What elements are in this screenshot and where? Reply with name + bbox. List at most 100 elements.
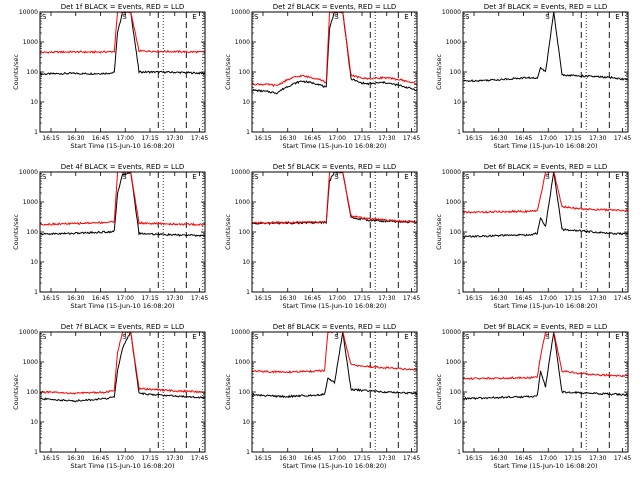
- x-tick-label: 17:45: [403, 295, 420, 302]
- y-tick-label: 10: [30, 419, 38, 426]
- y-tick-label: 10000: [231, 329, 250, 336]
- x-tick-label: 16:45: [515, 455, 532, 462]
- marker-s-left: S: [254, 333, 259, 341]
- y-tick-label: 1: [34, 449, 38, 456]
- y-tick-label: 10: [30, 99, 38, 106]
- y-tick-label: 1000: [446, 199, 461, 206]
- y-tick-label: 10000: [442, 329, 461, 336]
- x-tick-label: 17:15: [353, 295, 370, 302]
- x-tick-label: 16:45: [92, 135, 109, 142]
- y-tick-label: 1000: [235, 199, 250, 206]
- x-tick-label: 17:45: [403, 135, 420, 142]
- y-tick-label: 10: [453, 259, 461, 266]
- marker-e: E: [404, 173, 408, 181]
- y-tick-label: 10000: [19, 329, 38, 336]
- y-tick-label: 100: [27, 69, 39, 76]
- y-axis-label: Counts/sec: [224, 54, 232, 90]
- series-group: [463, 172, 628, 239]
- y-axis-label: Counts/sec: [435, 374, 443, 410]
- panel-7: S S E Det 7f BLACK = Events, RED = LLD 1 10 10…: [12, 323, 208, 470]
- x-tick-label: 17:45: [191, 295, 208, 302]
- x-tick-label: 16:30: [279, 135, 296, 142]
- x-tick-label: 16:30: [490, 135, 507, 142]
- x-tick-label: 16:15: [254, 455, 271, 462]
- x-tick-label: 17:30: [378, 135, 395, 142]
- series-group: [40, 12, 205, 76]
- marker-s: S: [545, 333, 550, 341]
- panel-title: Det 6f BLACK = Events, RED = LLD: [484, 163, 607, 171]
- x-tick-label: 17:30: [166, 135, 183, 142]
- panel-4: S S E Det 4f BLACK = Events, RED = LLD 1 10 10…: [12, 163, 208, 310]
- panel-title: Det 8f BLACK = Events, RED = LLD: [273, 323, 396, 331]
- x-tick-label: 17:45: [614, 295, 631, 302]
- x-tick-label: 16:45: [304, 455, 321, 462]
- marker-s-left: S: [254, 13, 259, 21]
- x-tick-label: 16:45: [304, 295, 321, 302]
- y-tick-label: 1000: [23, 359, 38, 366]
- marker-e: E: [192, 13, 196, 21]
- y-tick-label: 1000: [446, 359, 461, 366]
- x-tick-label: 16:45: [92, 295, 109, 302]
- panel-title: Det 9f BLACK = Events, RED = LLD: [484, 323, 607, 331]
- panel-title: Det 7f BLACK = Events, RED = LLD: [61, 323, 184, 331]
- y-axis-label: Counts/sec: [12, 374, 20, 410]
- x-tick-label: 16:30: [67, 135, 84, 142]
- y-tick-label: 100: [239, 389, 251, 396]
- x-tick-label: 16:15: [42, 295, 59, 302]
- series-line-events: [40, 332, 205, 403]
- series-line-events: [40, 172, 205, 238]
- x-axis-label: Start Time (15-Jun-10 16:08:20): [494, 142, 598, 150]
- y-tick-label: 1000: [446, 39, 461, 46]
- y-tick-label: 1: [457, 129, 461, 136]
- y-tick-label: 100: [27, 389, 39, 396]
- series-group: [463, 12, 628, 83]
- series-line-lld: [463, 332, 628, 380]
- panel-1: S S E Det 1f BLACK = Events, RED = LLD 1 10 10…: [12, 3, 208, 150]
- y-tick-label: 1: [246, 289, 250, 296]
- y-tick-label: 1000: [23, 39, 38, 46]
- series-line-events: [463, 12, 628, 83]
- x-tick-label: 16:30: [67, 455, 84, 462]
- x-tick-label: 16:15: [42, 135, 59, 142]
- x-tick-label: 17:00: [329, 135, 346, 142]
- x-tick-label: 16:15: [465, 455, 482, 462]
- marker-e: E: [615, 13, 619, 21]
- x-tick-label: 17:00: [540, 455, 557, 462]
- marker-s-left: S: [42, 173, 47, 181]
- y-tick-label: 1: [246, 129, 250, 136]
- x-tick-label: 17:30: [589, 455, 606, 462]
- marker-s-left: S: [465, 173, 470, 181]
- marker-e: E: [615, 333, 619, 341]
- x-tick-label: 17:45: [403, 455, 420, 462]
- x-tick-label: 17:45: [191, 455, 208, 462]
- x-tick-label: 17:30: [378, 295, 395, 302]
- x-axis-label: Start Time (15-Jun-10 16:08:20): [494, 462, 598, 470]
- x-tick-label: 17:15: [141, 135, 158, 142]
- series-line-events: [252, 12, 417, 95]
- x-axis-label: Start Time (15-Jun-10 16:08:20): [71, 462, 175, 470]
- x-tick-label: 17:00: [117, 295, 134, 302]
- x-tick-label: 16:15: [42, 455, 59, 462]
- x-tick-label: 17:45: [614, 135, 631, 142]
- y-tick-label: 1: [34, 289, 38, 296]
- y-axis-label: Counts/sec: [435, 214, 443, 250]
- panel-title: Det 1f BLACK = Events, RED = LLD: [61, 3, 184, 11]
- y-tick-label: 1: [457, 449, 461, 456]
- x-tick-label: 17:15: [353, 455, 370, 462]
- x-tick-label: 17:45: [191, 135, 208, 142]
- y-tick-label: 10000: [19, 9, 38, 16]
- y-tick-label: 100: [27, 229, 39, 236]
- marker-s: S: [334, 173, 339, 181]
- x-tick-label: 17:15: [141, 295, 158, 302]
- series-line-lld: [463, 172, 628, 214]
- x-tick-label: 17:00: [117, 455, 134, 462]
- x-tick-label: 17:30: [589, 135, 606, 142]
- marker-s-left: S: [42, 333, 47, 341]
- x-tick-label: 16:45: [515, 295, 532, 302]
- x-tick-label: 16:15: [254, 295, 271, 302]
- series-line-events: [252, 332, 417, 399]
- x-axis-label: Start Time (15-Jun-10 16:08:20): [71, 142, 175, 150]
- series-group: [252, 172, 417, 225]
- y-axis-label: Counts/sec: [435, 54, 443, 90]
- marker-s: S: [334, 13, 339, 21]
